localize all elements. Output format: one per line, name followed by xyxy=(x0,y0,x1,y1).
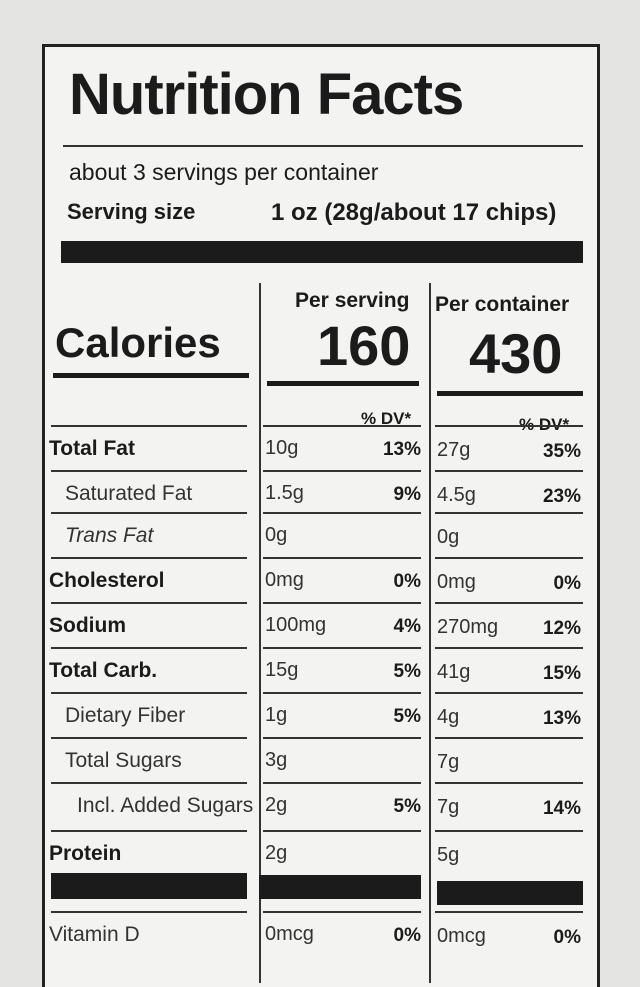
row-line xyxy=(263,830,421,832)
serving-size-value: 1 oz (28g/about 17 chips) xyxy=(271,199,557,226)
row-line xyxy=(435,512,583,514)
nutrient-name: Vitamin D xyxy=(49,923,140,946)
row-line xyxy=(51,737,247,739)
container-dv: 0% xyxy=(553,927,581,948)
serving-amount: 10g xyxy=(265,437,299,459)
calories-label: Calories xyxy=(55,319,221,366)
container-amount: 0mg xyxy=(437,571,476,593)
serving-amount: 100mg xyxy=(265,614,327,636)
serving-size-label: Serving size xyxy=(67,199,196,224)
nutrition-label: Nutrition Facts about 3 servings per con… xyxy=(42,44,600,987)
row-line xyxy=(263,692,421,694)
col-header: Per serving xyxy=(295,289,410,312)
nutrient-name: Total Sugars xyxy=(65,749,182,772)
serving-dv: 0% xyxy=(393,925,421,946)
nutrient-name: Cholesterol xyxy=(49,569,165,592)
row-line xyxy=(51,470,247,472)
row-line xyxy=(263,911,421,913)
serving-dv: 13% xyxy=(382,439,421,460)
container-amount: 270mg xyxy=(437,616,499,638)
container-amount: 0mcg xyxy=(437,925,486,947)
row-line xyxy=(263,782,421,784)
serving-dv: 4% xyxy=(393,616,421,637)
servings: about 3 servings per container xyxy=(69,159,379,185)
dv-header: % DV* xyxy=(361,409,412,428)
nutrient-name: Total Carb. xyxy=(49,659,158,682)
row-line xyxy=(435,470,583,472)
container-dv: 35% xyxy=(542,441,581,462)
col-header: Per container xyxy=(435,293,570,316)
row-line xyxy=(51,911,247,913)
container-amount: 0g xyxy=(437,526,460,548)
container-amount: 7g xyxy=(437,796,460,818)
nutrient-name: Dietary Fiber xyxy=(65,704,186,727)
row-line xyxy=(435,692,583,694)
serving-amount: 0mg xyxy=(265,569,304,591)
container-amount: 5g xyxy=(437,844,460,866)
row-line xyxy=(435,425,583,427)
container-dv: 14% xyxy=(542,798,581,819)
nutrient-name: Trans Fat xyxy=(65,524,154,547)
row-line xyxy=(51,512,247,514)
container-dv: 23% xyxy=(542,486,581,507)
row-line xyxy=(51,557,247,559)
serving-dv: 9% xyxy=(393,484,421,505)
container-amount: 7g xyxy=(437,751,460,773)
row-line xyxy=(263,557,421,559)
serving-dv: 5% xyxy=(393,796,421,817)
serving-amount: 2g xyxy=(265,842,288,864)
row-line xyxy=(435,911,583,913)
nutrient-name: Sodium xyxy=(49,614,126,637)
row-line xyxy=(263,425,421,427)
nutrient-name: Saturated Fat xyxy=(65,482,193,505)
row-line xyxy=(435,737,583,739)
row-line xyxy=(263,647,421,649)
serving-dv: 0% xyxy=(393,571,421,592)
container-amount: 41g xyxy=(437,661,471,683)
serving-amount: 0mcg xyxy=(265,923,314,945)
row-line xyxy=(435,782,583,784)
row-line xyxy=(263,602,421,604)
container-amount: 4.5g xyxy=(437,484,476,506)
container-amount: 27g xyxy=(437,439,471,461)
container-dv: 15% xyxy=(542,663,581,684)
title: Nutrition Facts xyxy=(69,62,464,127)
row-line xyxy=(51,782,247,784)
container-amount: 4g xyxy=(437,706,460,728)
serving-amount: 0g xyxy=(265,524,288,546)
row-line xyxy=(51,692,247,694)
serving-amount: 3g xyxy=(265,749,288,771)
serving-amount: 2g xyxy=(265,794,288,816)
row-line xyxy=(263,512,421,514)
serving-amount: 1.5g xyxy=(265,482,304,504)
row-line xyxy=(435,557,583,559)
container-dv: 12% xyxy=(542,618,581,639)
row-line xyxy=(51,602,247,604)
serving-dv: 5% xyxy=(393,706,421,727)
row-line xyxy=(435,647,583,649)
row-line xyxy=(51,647,247,649)
calories-value: 160 xyxy=(317,314,411,377)
container-dv: 13% xyxy=(542,708,581,729)
row-line xyxy=(51,425,247,427)
container-dv: 0% xyxy=(553,573,581,594)
row-line xyxy=(435,830,583,832)
row-line xyxy=(263,470,421,472)
nutrient-name: Protein xyxy=(49,842,122,865)
nutrient-name: Total Fat xyxy=(49,437,135,460)
row-line xyxy=(263,737,421,739)
row-line xyxy=(435,602,583,604)
serving-amount: 15g xyxy=(265,659,299,681)
serving-dv: 5% xyxy=(393,661,421,682)
dv-header: % DV* xyxy=(519,415,569,435)
calories-value: 430 xyxy=(469,322,563,385)
row-line xyxy=(51,830,247,832)
serving-amount: 1g xyxy=(265,704,288,726)
nutrient-name: Incl. Added Sugars xyxy=(77,794,254,817)
